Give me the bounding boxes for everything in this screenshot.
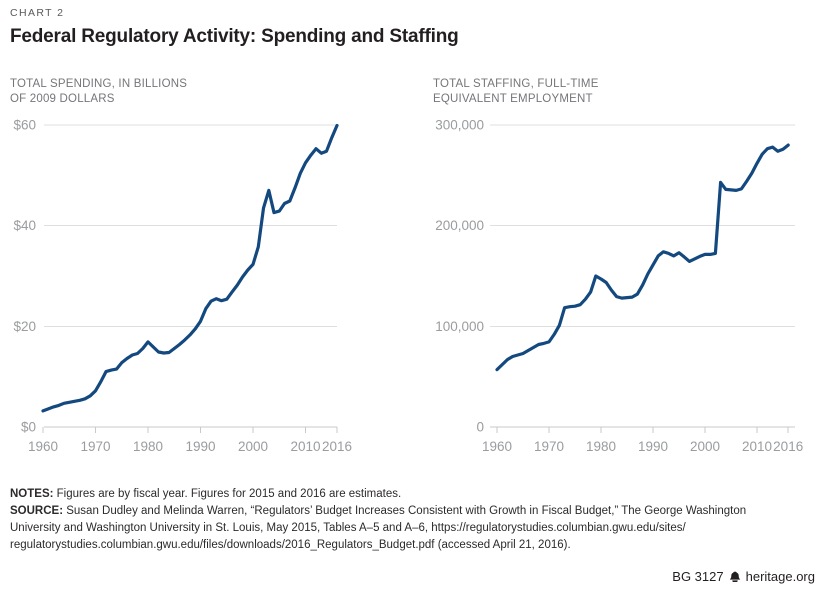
- source-text: Susan Dudley and Melinda Warren, “Regula…: [63, 505, 747, 517]
- y-tick-label: 300,000: [435, 118, 484, 133]
- x-tick-label: 2000: [690, 439, 720, 454]
- heritage-bell-icon: [729, 571, 740, 582]
- notes-label: NOTES:: [10, 488, 54, 500]
- x-tick-label: 2016: [773, 439, 803, 454]
- spending-line-chart: $0 $20 $40 $60 1960 1970 1980 1990 2000 2010 2016: [13, 118, 352, 455]
- data-series-line: [495, 143, 790, 372]
- x-tick-label: 1970: [80, 439, 110, 454]
- document-id: BG 3127: [672, 569, 724, 584]
- notes-block: NOTES: Figures are by fiscal year. Figur…: [10, 486, 776, 554]
- x-tick-label: 1970: [534, 439, 564, 454]
- subtitle-line: OF 2009 DOLLARS: [10, 93, 115, 105]
- chart-number: CHART 2: [10, 7, 65, 19]
- x-tick-label: 2000: [238, 439, 268, 454]
- x-tick-label: 1960: [28, 439, 58, 454]
- staffing-chart-subtitle: TOTAL STAFFING, FULL-TIME EQUIVALENT EMP…: [433, 77, 599, 107]
- subtitle-line: TOTAL STAFFING, FULL-TIME: [433, 78, 599, 90]
- data-series-line: [41, 123, 339, 413]
- y-tick-label: $0: [21, 420, 36, 435]
- source-label: SOURCE:: [10, 505, 64, 517]
- source-line: SOURCE: Susan Dudley and Melinda Warren,…: [10, 503, 776, 520]
- x-tick-label: 2010: [742, 439, 772, 454]
- page-title: Federal Regulatory Activity: Spending an…: [10, 26, 459, 47]
- notes-line: NOTES: Figures are by fiscal year. Figur…: [10, 486, 776, 503]
- x-tick-label: 1990: [185, 439, 215, 454]
- source-line: University and Washington University in …: [10, 520, 776, 537]
- y-tick-label: 100,000: [435, 319, 484, 334]
- x-tick-label: 1960: [482, 439, 512, 454]
- heritage-site-label: heritage.org: [745, 569, 815, 584]
- source-text: regulatorystudies.columbian.gwu.edu/file…: [10, 539, 571, 551]
- x-tick-label: 1990: [638, 439, 668, 454]
- subtitle-line: EQUIVALENT EMPLOYMENT: [433, 93, 593, 105]
- footer: BG 3127 heritage.org: [672, 569, 815, 584]
- y-tick-label: $20: [13, 319, 36, 334]
- x-tick-label: 2010: [290, 439, 320, 454]
- y-tick-label: 0: [476, 420, 484, 435]
- staffing-line-chart: 0 100,000 200,000 300,000 1960 1970 1980 1990 20…: [435, 118, 803, 455]
- subtitle-line: TOTAL SPENDING, IN BILLIONS: [10, 78, 188, 90]
- y-tick-label: 200,000: [435, 218, 484, 233]
- spending-chart-subtitle: TOTAL SPENDING, IN BILLIONS OF 2009 DOLL…: [10, 77, 187, 107]
- x-tick-label: 2016: [322, 439, 352, 454]
- notes-text: Figures are by fiscal year. Figures for …: [53, 488, 402, 500]
- y-tick-label: $60: [13, 118, 36, 133]
- y-tick-label: $40: [13, 218, 36, 233]
- source-text: University and Washington University in …: [10, 522, 686, 534]
- x-tick-label: 1980: [133, 439, 163, 454]
- x-tick-label: 1980: [586, 439, 616, 454]
- source-line: regulatorystudies.columbian.gwu.edu/file…: [10, 537, 776, 554]
